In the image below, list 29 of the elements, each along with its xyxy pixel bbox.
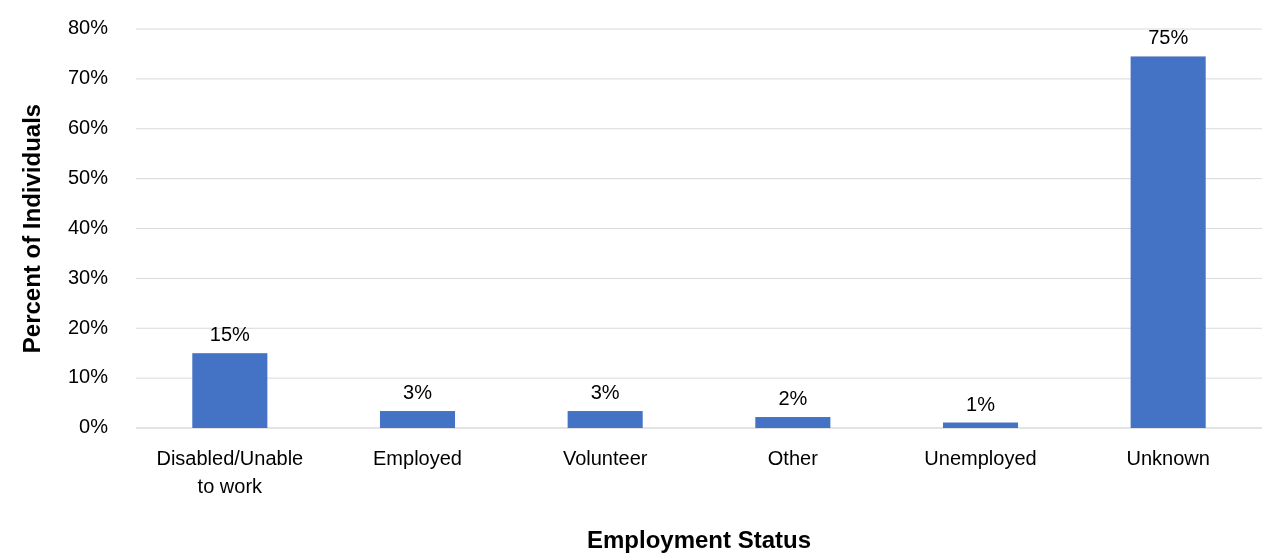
y-axis-title: Percent of Individuals: [18, 103, 45, 354]
bar: [942, 422, 1019, 428]
y-tick-label: 50%: [67, 165, 109, 188]
y-tick-label: 80%: [67, 16, 109, 39]
x-tick-label: Other: [767, 447, 819, 469]
y-tick-label: 20%: [67, 315, 109, 338]
data-label: 3%: [403, 381, 433, 404]
data-label: 1%: [966, 392, 996, 415]
bar: [379, 411, 456, 428]
x-tick-label: Unknown: [1126, 447, 1210, 469]
y-tick-label: 0%: [79, 415, 109, 438]
y-tick-label: 10%: [67, 365, 109, 388]
x-tick-label: Unemployed: [924, 447, 1037, 469]
x-tick-label: Disabled/Unable to work: [156, 447, 304, 497]
y-tick-label: 40%: [67, 215, 109, 238]
y-tick-label: 30%: [67, 265, 109, 288]
bar: [192, 353, 268, 428]
y-tick-label: 60%: [67, 116, 109, 139]
x-tick-label: Volunteer: [562, 447, 648, 469]
data-label: 3%: [590, 381, 620, 404]
bar: [567, 411, 643, 428]
x-tick-label: Employed: [373, 447, 462, 469]
bar: [755, 417, 831, 428]
data-label: 15%: [209, 323, 251, 346]
y-tick-label: 70%: [67, 66, 109, 89]
data-label: 2%: [778, 387, 808, 410]
bar: [1130, 56, 1206, 428]
data-label: 75%: [1148, 26, 1189, 49]
x-axis-title: Employment Status: [586, 526, 812, 553]
